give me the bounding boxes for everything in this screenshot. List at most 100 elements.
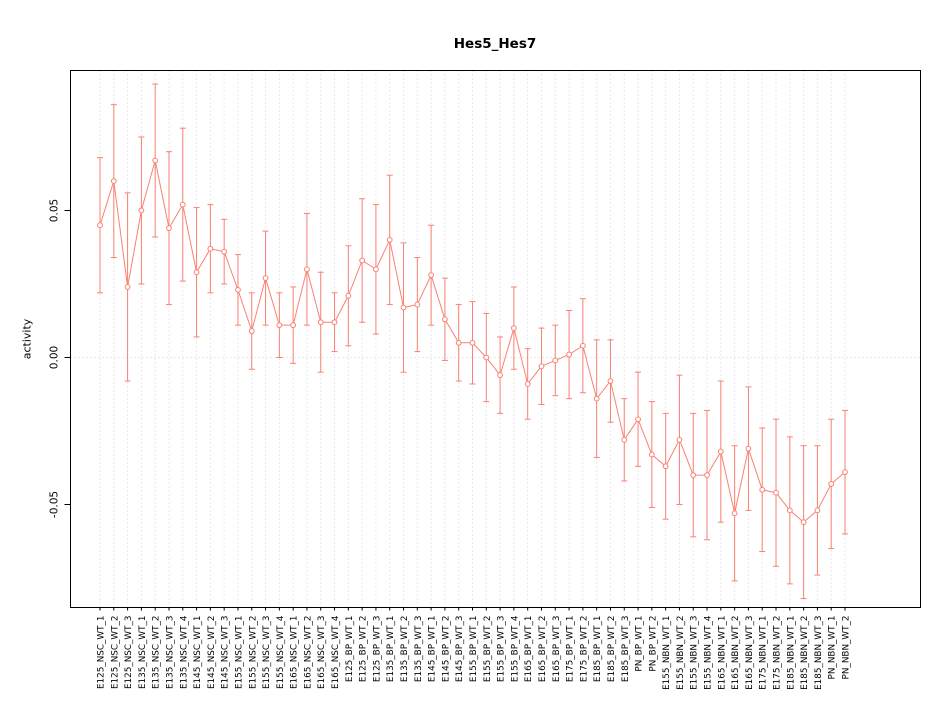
x-tick-label: E155_NBN_WT_3 [690, 616, 700, 690]
data-point [510, 325, 517, 332]
x-tick-label: E125_NSC_WT_1 [97, 616, 107, 690]
data-point [166, 225, 172, 232]
data-point [759, 486, 766, 493]
data-point [607, 378, 614, 384]
data-point [773, 489, 779, 496]
x-tick-label: E175_BP_WT_1 [566, 616, 576, 683]
data-point [745, 445, 752, 452]
data-point [193, 269, 200, 276]
data-point [538, 363, 545, 370]
data-point [524, 381, 531, 387]
data-point [842, 469, 848, 476]
data-point [717, 448, 724, 455]
x-tick-label: E155_NSC_WT_1 [234, 616, 244, 690]
x-tick-label: E125_BP_WT_3 [372, 616, 382, 683]
x-tick-label: E155_BP_WT_3 [497, 616, 507, 683]
x-tick-label: E175_BP_WT_2 [579, 616, 589, 683]
x-tick-label: E145_NSC_WT_1 [193, 616, 203, 690]
data-point [800, 519, 807, 526]
y-tick-label: -0.05 [49, 491, 61, 518]
data-point [579, 342, 586, 349]
chart-title: Hes5_Hes7 [453, 36, 537, 52]
data-point [469, 339, 476, 346]
x-tick-label: E165_BP_WT_1 [524, 616, 534, 683]
data-point [138, 207, 145, 214]
data-point [235, 286, 241, 293]
x-tick-label: E125_BP_WT_1 [345, 616, 355, 683]
data-point [386, 237, 393, 243]
data-point [304, 266, 310, 273]
x-tick-label: PN_BP_WT_2 [648, 616, 658, 672]
x-tick-label: E135_NSC_WT_2 [152, 616, 162, 690]
x-tick-label: E175_NBN_WT_1 [759, 616, 769, 690]
data-point [290, 322, 297, 329]
data-point [442, 316, 448, 323]
x-tick-label: E155_NSC_WT_4 [276, 615, 286, 689]
data-point [648, 451, 655, 458]
x-tick-label: E165_NSC_WT_4 [331, 615, 341, 689]
data-point [704, 472, 710, 479]
x-tick-label: E155_NBN_WT_2 [676, 616, 686, 690]
x-tick-label: PN_NBN_WT_1 [828, 616, 838, 680]
x-tick-label: E165_NSC_WT_2 [303, 616, 313, 690]
x-tick-label: E185_BP_WT_3 [621, 616, 631, 683]
data-point [248, 328, 255, 334]
data-point [221, 248, 228, 255]
data-point [690, 472, 697, 479]
data-point [455, 339, 462, 346]
data-point [152, 157, 159, 164]
x-tick-label: E185_NBN_WT_1 [786, 616, 796, 690]
x-tick-label: E185_NBN_WT_2 [800, 616, 810, 690]
data-point [400, 304, 407, 311]
x-tick-label: E165_BP_WT_3 [552, 616, 562, 683]
x-tick-label: E135_BP_WT_2 [400, 616, 410, 683]
x-tick-label: E165_NBN_WT_2 [731, 616, 741, 690]
data-point [414, 301, 421, 308]
data-point [207, 245, 214, 252]
x-tick-label: E125_NSC_WT_3 [124, 616, 134, 690]
x-tick-label: E185_BP_WT_2 [607, 616, 617, 683]
x-tick-label: E145_BP_WT_3 [455, 616, 465, 683]
x-tick-label: E155_BP_WT_1 [469, 616, 479, 683]
data-point [593, 395, 600, 402]
data-point [276, 322, 283, 329]
x-tick-label: E155_NBN_WT_4 [704, 615, 714, 690]
x-tick-label: E165_NBN_WT_3 [745, 616, 755, 690]
x-tick-label: E185_BP_WT_1 [593, 616, 603, 683]
data-point [317, 319, 324, 326]
data-point [97, 222, 103, 229]
data-point [262, 275, 269, 282]
x-tick-label: E135_NSC_WT_1 [138, 616, 148, 690]
plot-border [70, 70, 921, 608]
x-tick-label: E165_NSC_WT_3 [317, 616, 327, 690]
x-tick-label: E145_BP_WT_1 [428, 616, 438, 683]
x-tick-label: E145_NSC_WT_2 [207, 616, 217, 690]
data-point [373, 266, 379, 273]
x-tick-label: E125_BP_WT_2 [359, 616, 369, 683]
data-point [662, 463, 669, 470]
data-point [110, 178, 117, 185]
data-point [428, 272, 435, 279]
data-point [359, 257, 366, 264]
data-point [179, 201, 186, 208]
data-point [814, 507, 821, 514]
data-point [786, 507, 793, 514]
data-point [124, 284, 131, 290]
x-tick-label: E135_NSC_WT_4 [179, 615, 189, 689]
x-tick-label: E145_NSC_WT_3 [221, 616, 231, 690]
data-point [552, 357, 559, 364]
x-tick-label: E165_BP_WT_2 [538, 616, 548, 683]
x-tick-label: PN_NBN_WT_2 [842, 616, 852, 680]
x-tick-label: PN_BP_WT_1 [635, 616, 645, 672]
x-tick-label: E135_BP_WT_3 [414, 616, 424, 683]
x-tick-label: E145_BP_WT_2 [441, 616, 451, 683]
x-tick-label: E135_BP_WT_1 [386, 616, 396, 683]
x-tick-label: E185_NBN_WT_3 [814, 616, 824, 690]
data-point [731, 510, 738, 517]
data-point [345, 292, 352, 299]
y-tick-label: 0.05 [49, 199, 61, 222]
data-point [331, 319, 338, 326]
x-tick-label: E155_BP_WT_2 [483, 616, 493, 683]
x-tick-label: E155_BP_WT_4 [510, 615, 520, 682]
